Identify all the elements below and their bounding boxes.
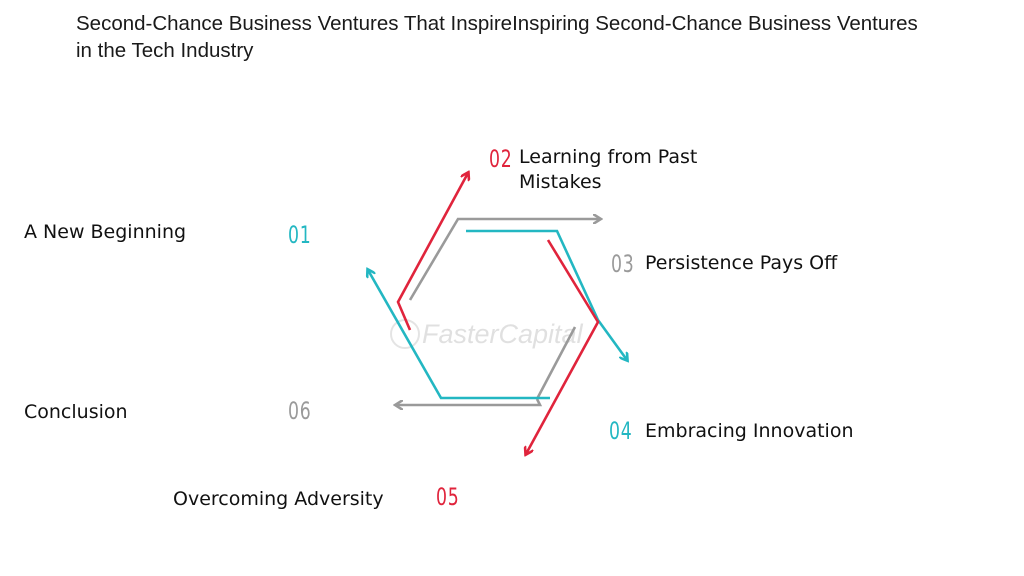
step-number-02: 02 (489, 145, 513, 173)
gray-strand-bottom (535, 326, 577, 400)
arrow-06 (396, 398, 543, 405)
step-label-01: A New Beginning (24, 221, 187, 243)
watermark-text: FasterCapital (422, 319, 584, 349)
page-title: Second-Chance Business Ventures That Ins… (76, 12, 918, 62)
step-label-02: Learning from Past Mistakes (519, 146, 698, 193)
arrow-03 (408, 219, 600, 301)
step-label-04: Embracing Innovation (645, 420, 854, 442)
step-number-03: 03 (611, 250, 635, 278)
step-number-01: 01 (288, 221, 312, 249)
arrow-02 (396, 173, 468, 331)
step-number-06: 06 (288, 397, 312, 425)
step-label-06: Conclusion (24, 401, 128, 423)
arrow-05 (526, 239, 600, 454)
step-label-03: Persistence Pays Off (645, 252, 838, 274)
step-number-05: 05 (436, 483, 460, 511)
arrow-01 (368, 270, 550, 400)
step-number-04: 04 (609, 417, 633, 445)
step-label-05: Overcoming Adversity (173, 488, 384, 510)
arrow-04 (466, 229, 627, 360)
watermark: FasterCapital (390, 319, 584, 349)
